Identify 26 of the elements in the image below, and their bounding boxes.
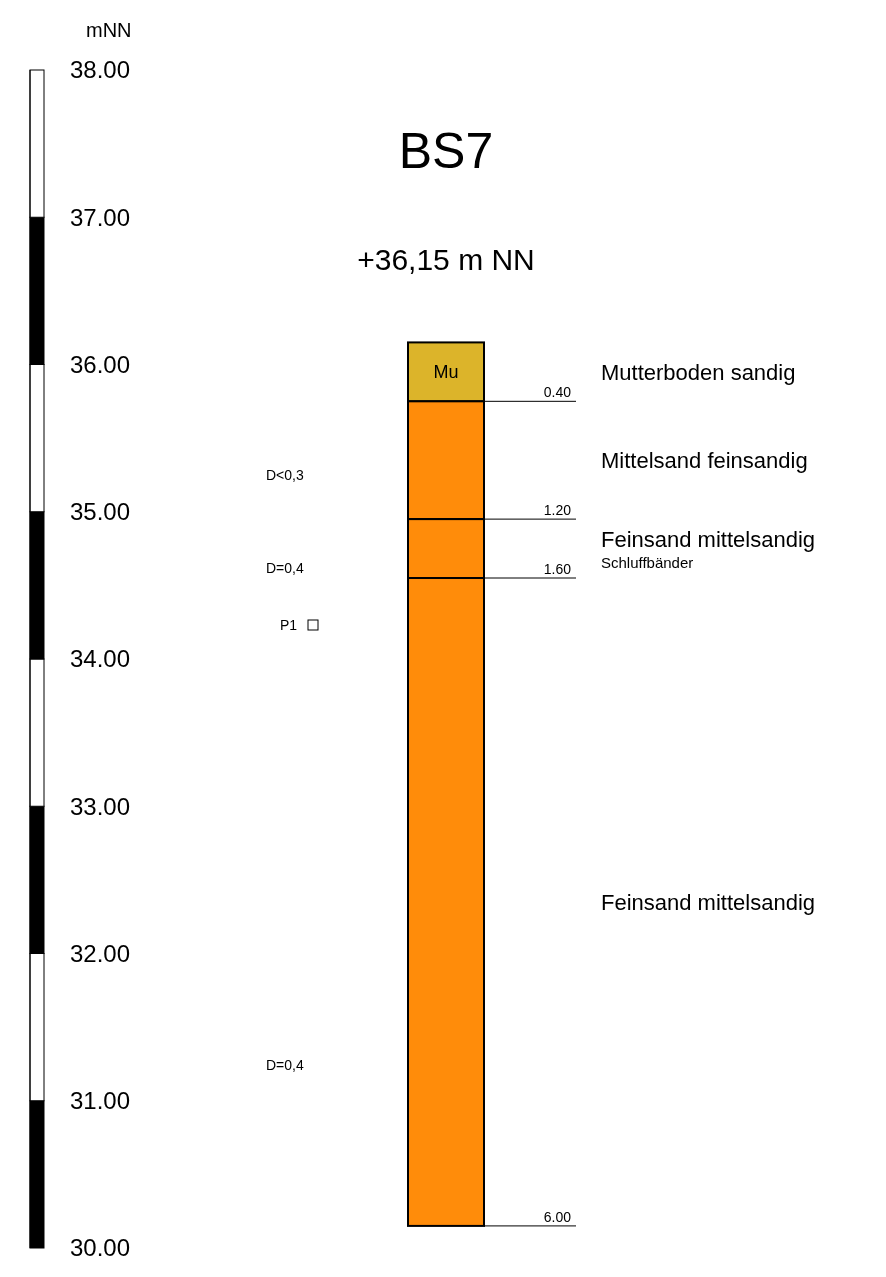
annotation: 1.60: [543, 561, 572, 578]
y-tick-label: 35.00: [70, 498, 131, 526]
annotation: Schluffbänder: [601, 553, 694, 571]
text: Feinsand mittelsandig: [601, 526, 816, 552]
text: Mittelsand feinsandig: [601, 448, 808, 474]
y-tick-label: 33.00: [70, 792, 131, 820]
text: +36,15 m NN: [357, 243, 535, 276]
y-tick-label: 38.00: [70, 56, 131, 84]
y-tick-label: 34.00: [70, 645, 131, 673]
text: Feinsand mittelsandig: [601, 889, 816, 915]
text: D<0,3: [266, 466, 304, 483]
text: BS7: [398, 123, 494, 179]
text: D=0,4: [266, 1056, 304, 1073]
y-tick-label: 37.00: [70, 203, 131, 231]
y-tick-label: 36.00: [70, 350, 131, 378]
y-tick-label: 31.00: [70, 1087, 131, 1115]
y-axis-title: mNN: [86, 19, 132, 41]
annotation: 1.20: [543, 502, 572, 519]
text: P1: [280, 616, 298, 633]
annotation: 0.40: [543, 384, 572, 401]
y-tick-label: 32.00: [70, 939, 131, 967]
text: Mutterboden sandig: [601, 359, 796, 385]
annotation: 6.00: [543, 1208, 572, 1225]
y-tick-label: 30.00: [70, 1234, 131, 1262]
text: D=0,4: [266, 559, 304, 576]
annotation: Mu: [433, 362, 459, 383]
